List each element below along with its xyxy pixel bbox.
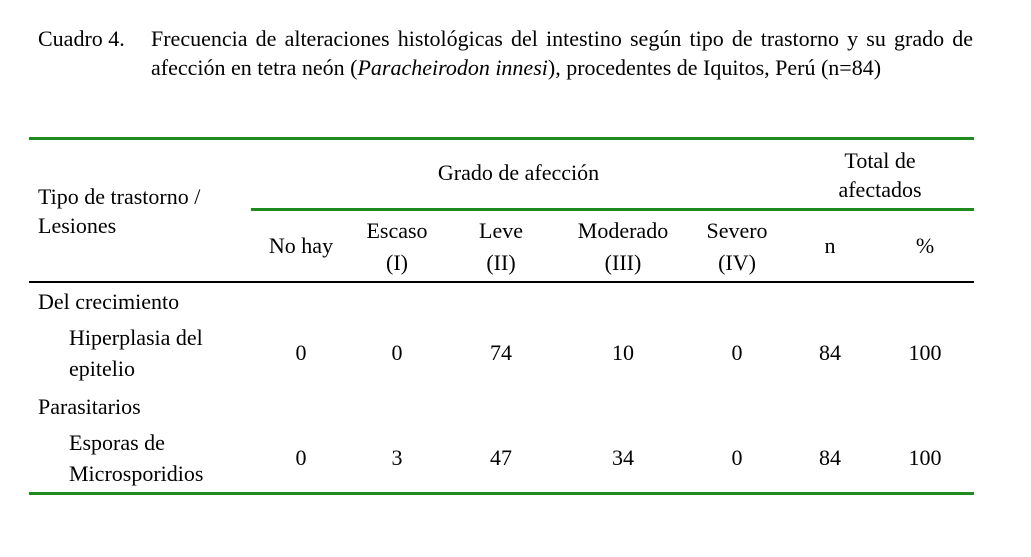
header-total-line2: afectados	[838, 177, 922, 202]
cell-leve: 47	[490, 445, 512, 470]
col-header-leve: Leve	[479, 218, 523, 243]
header-total-line1: Total de	[844, 148, 916, 173]
row-header-line1: Tipo de trastorno /	[38, 184, 201, 209]
cell-percent: 100	[908, 340, 942, 365]
col-header-escaso: Escaso	[366, 218, 428, 243]
caption-text-before: Frecuencia de alteraciones histológicas …	[151, 26, 973, 80]
caption-text-after: ), procedentes de Iquitos, Perú (n=84)	[547, 55, 882, 80]
col-header-escaso-grade: (I)	[386, 250, 408, 275]
col-header-severo-grade: (IV)	[718, 250, 756, 275]
cell-escaso: 0	[391, 340, 403, 365]
header-subrule	[251, 208, 974, 211]
cell-no-hay: 0	[295, 445, 307, 470]
cell-moderado: 10	[612, 340, 634, 365]
top-rule	[29, 137, 974, 140]
species-name: Paracheirodon innesi	[357, 55, 548, 80]
row-label-esporas-line1: Esporas de	[69, 430, 165, 455]
group-label-parasitarios: Parasitarios	[38, 394, 141, 419]
col-header-percent: %	[915, 233, 935, 258]
caption-label: Cuadro 4.	[38, 26, 125, 51]
col-header-moderado-grade: (III)	[604, 250, 642, 275]
caption-text: Frecuencia de alteraciones histológicas …	[151, 24, 973, 82]
col-header-no-hay: No hay	[268, 233, 334, 258]
header-bottom-rule	[29, 281, 974, 283]
row-label-esporas-line2: Microsporidios	[69, 461, 204, 486]
cell-escaso: 3	[391, 445, 403, 470]
col-header-leve-grade: (II)	[486, 250, 516, 275]
col-header-n: n	[824, 233, 836, 258]
col-header-moderado: Moderado	[577, 218, 669, 243]
row-label-hiperplasia-line2: epitelio	[69, 356, 135, 381]
cell-no-hay: 0	[295, 340, 307, 365]
row-label-hiperplasia-line1: Hiperplasia del	[69, 325, 203, 350]
cell-n: 84	[819, 340, 841, 365]
cell-moderado: 34	[612, 445, 634, 470]
cell-severo: 0	[731, 340, 743, 365]
cell-leve: 74	[490, 340, 512, 365]
header-degree: Grado de afección	[437, 160, 600, 185]
bottom-rule	[29, 492, 974, 495]
cell-n: 84	[819, 445, 841, 470]
row-header-line2: Lesiones	[38, 213, 117, 238]
cell-percent: 100	[908, 445, 942, 470]
cell-severo: 0	[731, 445, 743, 470]
group-label-crecimiento: Del crecimiento	[38, 289, 180, 314]
col-header-severo: Severo	[706, 218, 768, 243]
